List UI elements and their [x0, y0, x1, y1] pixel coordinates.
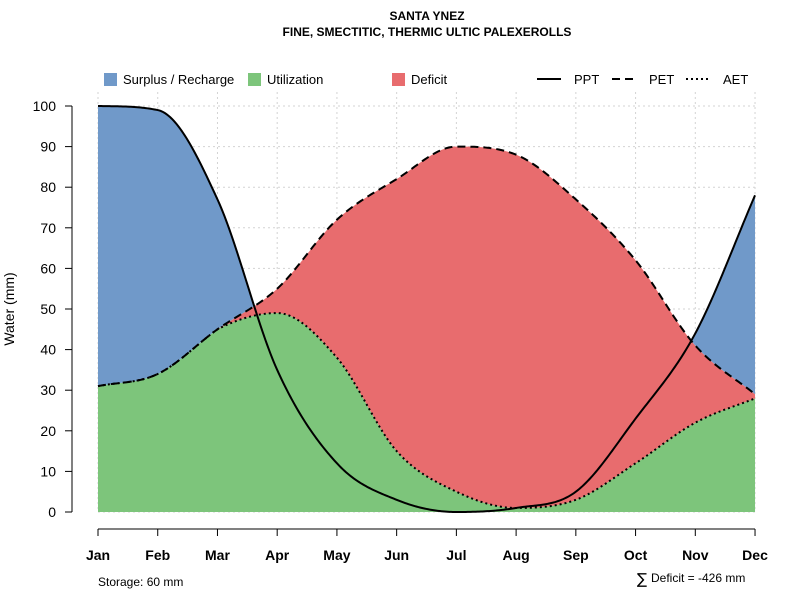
plot-areas [98, 106, 756, 512]
x-tick-label: Aug [503, 547, 530, 563]
legend-label: PPT [574, 72, 599, 87]
y-axis-label: Water (mm) [1, 272, 17, 345]
legend-swatch [104, 73, 117, 86]
legend-label: Surplus / Recharge [123, 72, 234, 87]
y-tick-label: 100 [33, 98, 57, 114]
y-tick-label: 30 [40, 382, 56, 398]
y-tick-label: 60 [40, 260, 56, 276]
ppt-line [97, 105, 756, 513]
legend-label: PET [649, 72, 674, 87]
y-tick-label: 70 [40, 220, 56, 236]
x-tick-label: Mar [205, 547, 230, 563]
x-tick-label: Oct [624, 547, 648, 563]
x-tick-label: Jun [384, 547, 409, 563]
y-tick-label: 80 [40, 179, 56, 195]
legend-swatch [248, 73, 261, 86]
legend-item: PPT [537, 72, 599, 87]
y-ticks: 0 10 20 30 40 50 60 70 80 90 100 [33, 98, 72, 520]
legend-label: AET [723, 72, 748, 87]
x-tick-label: Sep [563, 547, 589, 563]
utilization-area [98, 313, 756, 512]
y-tick-label: 0 [48, 504, 56, 520]
y-tick-label: 90 [40, 139, 56, 155]
y-tick-label: 40 [40, 342, 56, 358]
legend-item: Utilization [248, 72, 323, 87]
chart-title: SANTA YNEZ [389, 9, 464, 23]
chart-subtitle: FINE, SMECTITIC, THERMIC ULTIC PALEXEROL… [283, 25, 572, 39]
storage-annotation: Storage: 60 mm [98, 575, 183, 589]
legend-item: AET [686, 72, 748, 87]
legend-item: Deficit [392, 72, 448, 87]
x-tick-label: Jan [86, 547, 110, 563]
plot-lines [97, 105, 756, 513]
x-tick-label: Nov [682, 547, 709, 563]
legend-label: Utilization [267, 72, 323, 87]
x-tick-label: Apr [265, 547, 290, 563]
sum-symbol: ∑ [637, 570, 647, 588]
x-ticks: Jan Feb Mar Apr May Jun Jul Aug Sep Oct Nov Dec [86, 529, 768, 563]
legend-label: Deficit [411, 72, 448, 87]
aet-line [97, 312, 756, 509]
y-tick-label: 20 [40, 423, 56, 439]
deficit-area [98, 146, 756, 508]
deficit-annotation: Deficit = -426 mm [651, 571, 745, 585]
x-tick-label: May [323, 547, 350, 563]
surplus-area [98, 106, 756, 395]
legend-item: PET [612, 72, 674, 87]
x-tick-label: Feb [145, 547, 170, 563]
legend-swatch [392, 73, 405, 86]
y-tick-label: 10 [40, 463, 56, 479]
legend: Surplus / Recharge Utilization Deficit PPT P… [104, 72, 748, 87]
x-tick-label: Jul [446, 547, 466, 563]
x-tick-label: Dec [742, 547, 768, 563]
y-tick-label: 50 [40, 301, 56, 317]
legend-item: Surplus / Recharge [104, 72, 234, 87]
pet-line [97, 145, 756, 396]
